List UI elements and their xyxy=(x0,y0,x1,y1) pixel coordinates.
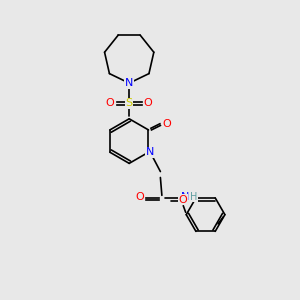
Text: O: O xyxy=(106,98,115,108)
Text: N: N xyxy=(146,147,154,157)
Text: O: O xyxy=(178,195,187,205)
Text: N: N xyxy=(181,192,189,202)
Text: O: O xyxy=(163,119,171,129)
Text: N: N xyxy=(125,78,134,88)
Text: O: O xyxy=(135,192,144,202)
Text: H: H xyxy=(190,192,197,202)
Text: S: S xyxy=(126,98,133,108)
Text: O: O xyxy=(144,98,153,108)
